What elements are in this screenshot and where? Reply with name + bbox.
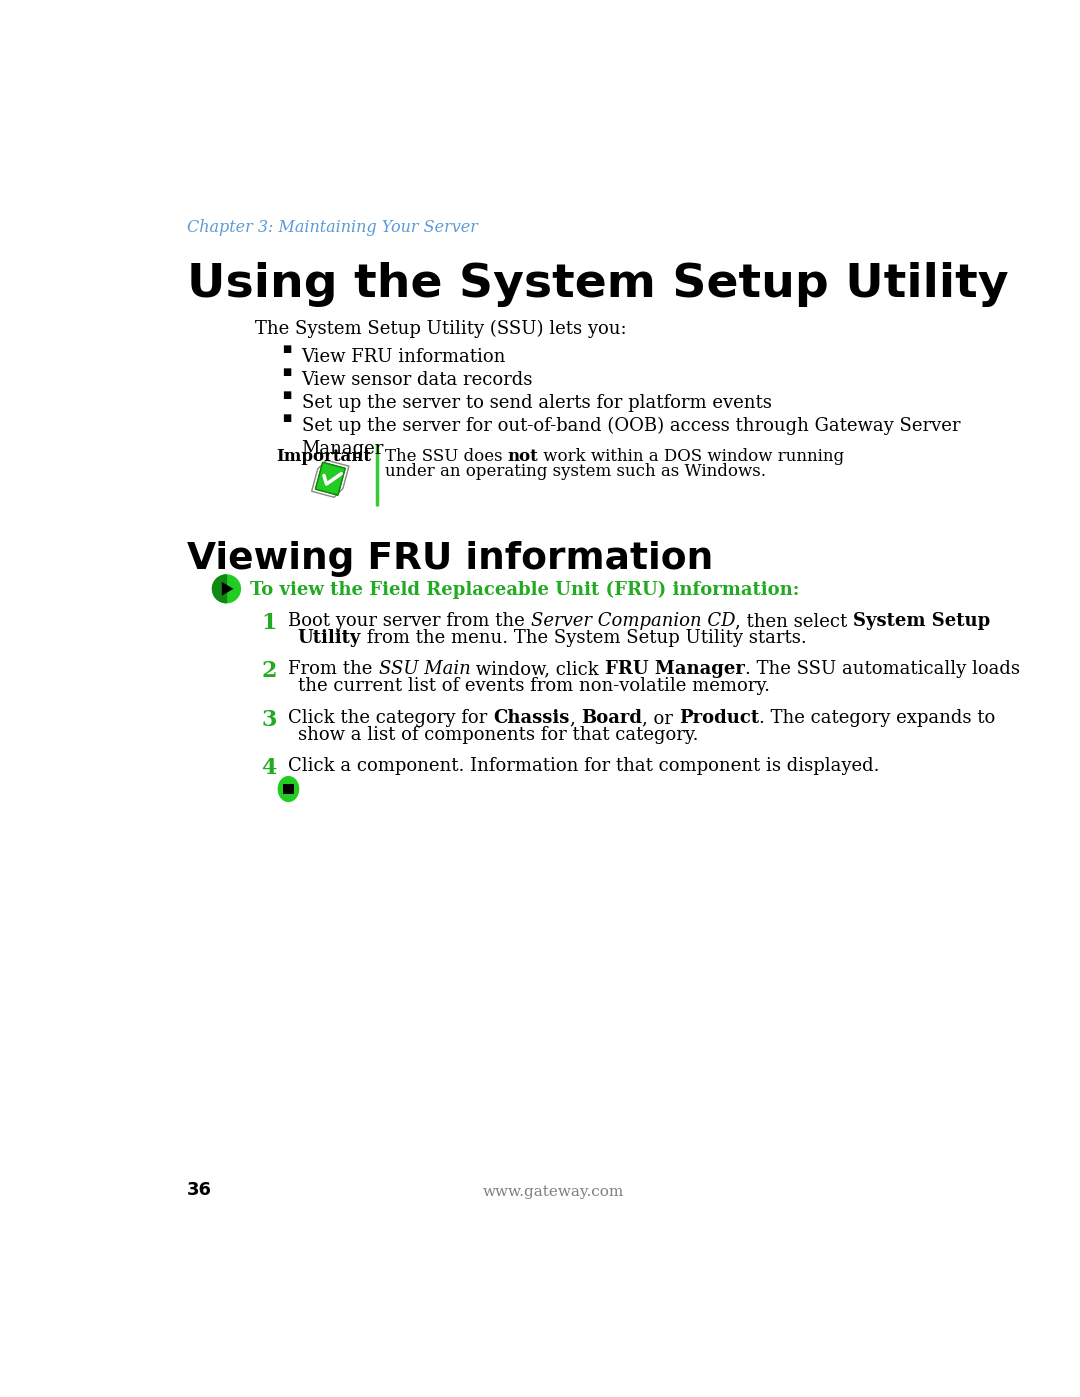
Text: To view the Field Replaceable Unit (FRU) information:: To view the Field Replaceable Unit (FRU)… <box>249 581 799 599</box>
Text: under an operating system such as Windows.: under an operating system such as Window… <box>384 464 766 481</box>
Text: 36: 36 <box>187 1180 212 1199</box>
Text: ■: ■ <box>282 414 292 423</box>
Text: Server Companion CD: Server Companion CD <box>531 612 735 630</box>
Text: View FRU information: View FRU information <box>301 348 507 366</box>
Text: The SSU does: The SSU does <box>384 448 508 465</box>
Polygon shape <box>315 462 346 495</box>
Text: 2: 2 <box>261 661 276 683</box>
Text: , or: , or <box>643 708 679 726</box>
Text: View sensor data records: View sensor data records <box>301 372 534 388</box>
Polygon shape <box>315 462 346 495</box>
Text: the current list of events from non-volatile memory.: the current list of events from non-vola… <box>298 678 770 696</box>
Text: work within a DOS window running: work within a DOS window running <box>538 448 845 465</box>
Text: Using the System Setup Utility: Using the System Setup Utility <box>187 261 1009 306</box>
Text: show a list of components for that category.: show a list of components for that categ… <box>298 726 699 743</box>
Text: From the: From the <box>288 661 379 679</box>
Text: Utility: Utility <box>298 629 361 647</box>
Text: Manager: Manager <box>301 440 384 458</box>
Text: not: not <box>508 448 538 465</box>
Text: window, click: window, click <box>470 661 605 679</box>
Text: Set up the server to send alerts for platform events: Set up the server to send alerts for pla… <box>301 394 771 412</box>
Text: System Setup: System Setup <box>853 612 990 630</box>
Text: The System Setup Utility (SSU) lets you:: The System Setup Utility (SSU) lets you: <box>255 320 626 338</box>
Ellipse shape <box>278 775 299 802</box>
Text: . The SSU automatically loads: . The SSU automatically loads <box>745 661 1020 679</box>
Text: Viewing FRU information: Viewing FRU information <box>187 541 713 577</box>
Text: SSU Main: SSU Main <box>379 661 470 679</box>
Polygon shape <box>312 460 349 497</box>
FancyBboxPatch shape <box>283 784 294 793</box>
Text: Chapter 3: Maintaining Your Server: Chapter 3: Maintaining Your Server <box>187 219 477 236</box>
Text: 4: 4 <box>261 757 276 780</box>
Wedge shape <box>213 576 227 602</box>
Polygon shape <box>221 583 233 595</box>
Text: Click a component. Information for that component is displayed.: Click a component. Information for that … <box>288 757 880 775</box>
Text: Board: Board <box>581 708 643 726</box>
Text: Boot your server from the: Boot your server from the <box>288 612 531 630</box>
Text: Important: Important <box>276 448 372 465</box>
Text: Click the category for: Click the category for <box>288 708 494 726</box>
Circle shape <box>213 576 241 602</box>
Text: 1: 1 <box>261 612 276 634</box>
Text: , then select: , then select <box>735 612 853 630</box>
Text: ■: ■ <box>282 367 292 377</box>
Text: Set up the server for out-of-band (OOB) access through Gateway Server: Set up the server for out-of-band (OOB) … <box>301 418 960 436</box>
Text: FRU Manager: FRU Manager <box>605 661 745 679</box>
Text: www.gateway.com: www.gateway.com <box>483 1185 624 1199</box>
Text: Product: Product <box>679 708 759 726</box>
Text: 3: 3 <box>261 708 276 731</box>
Text: Chassis: Chassis <box>494 708 570 726</box>
Text: ■: ■ <box>282 391 292 400</box>
Text: ,: , <box>570 708 581 726</box>
Text: from the menu. The System Setup Utility starts.: from the menu. The System Setup Utility … <box>361 629 807 647</box>
Text: ■: ■ <box>282 345 292 353</box>
Text: . The category expands to: . The category expands to <box>759 708 996 726</box>
